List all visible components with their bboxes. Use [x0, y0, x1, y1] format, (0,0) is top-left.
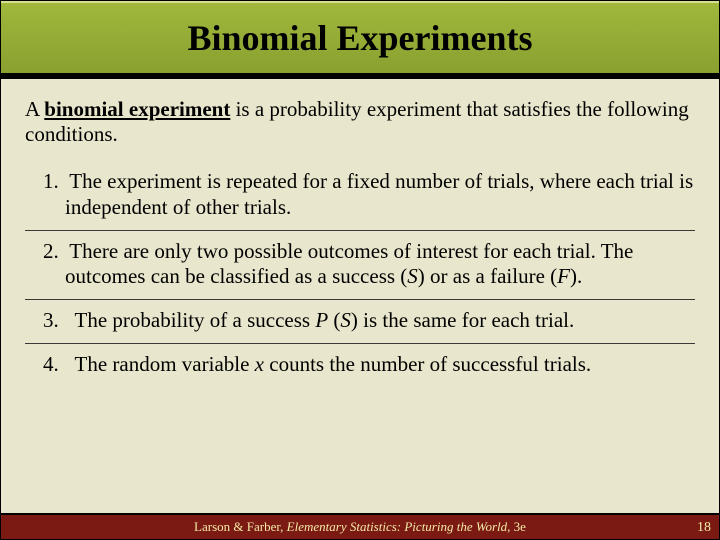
footer-author: Larson & Farber, — [194, 519, 287, 534]
condition-text-post: ) is the same for each trial. — [351, 308, 574, 332]
slide: Binomial Experiments A binomial experime… — [0, 0, 720, 540]
footer-book: Elementary Statistics: Picturing the Wor… — [287, 519, 508, 534]
condition-text-post: counts the number of successful trials. — [264, 352, 591, 376]
symbol-x: x — [255, 352, 264, 376]
footer-citation: Larson & Farber, Elementary Statistics: … — [194, 519, 526, 535]
condition-text: The experiment is repeated for a fixed n… — [65, 169, 693, 218]
condition-text-pre: The probability of a success — [75, 308, 316, 332]
slide-title: Binomial Experiments — [187, 17, 532, 59]
title-bar: Binomial Experiments — [1, 1, 719, 79]
symbol-f: F — [557, 264, 570, 288]
intro-term: binomial experiment — [44, 97, 230, 121]
page-number: 18 — [697, 520, 711, 536]
symbol-s: S — [407, 264, 418, 288]
symbol-p: P — [315, 308, 328, 332]
condition-1: 1. The experiment is repeated for a fixe… — [25, 161, 695, 230]
condition-text-pre: The random variable — [75, 352, 255, 376]
conditions-list: 1. The experiment is repeated for a fixe… — [25, 161, 695, 501]
condition-2: 2. There are only two possible outcomes … — [25, 231, 695, 300]
condition-num: 3. — [43, 308, 59, 332]
footer-edition: , 3e — [507, 519, 526, 534]
footer-bar: Larson & Farber, Elementary Statistics: … — [1, 513, 719, 539]
condition-4: 4. The random variable x counts the numb… — [25, 344, 695, 387]
condition-num: 2. — [43, 239, 59, 263]
intro-prefix: A — [25, 97, 44, 121]
intro-paragraph: A binomial experiment is a probability e… — [25, 97, 695, 147]
symbol-s: S — [340, 308, 351, 332]
condition-text-mid: ) or as a failure ( — [418, 264, 557, 288]
condition-3: 3. The probability of a success P (S) is… — [25, 300, 695, 344]
condition-num: 4. — [43, 352, 59, 376]
condition-text-post: ). — [570, 264, 582, 288]
condition-num: 1. — [43, 169, 59, 193]
slide-body: A binomial experiment is a probability e… — [1, 79, 719, 513]
condition-text-mid: ( — [328, 308, 340, 332]
